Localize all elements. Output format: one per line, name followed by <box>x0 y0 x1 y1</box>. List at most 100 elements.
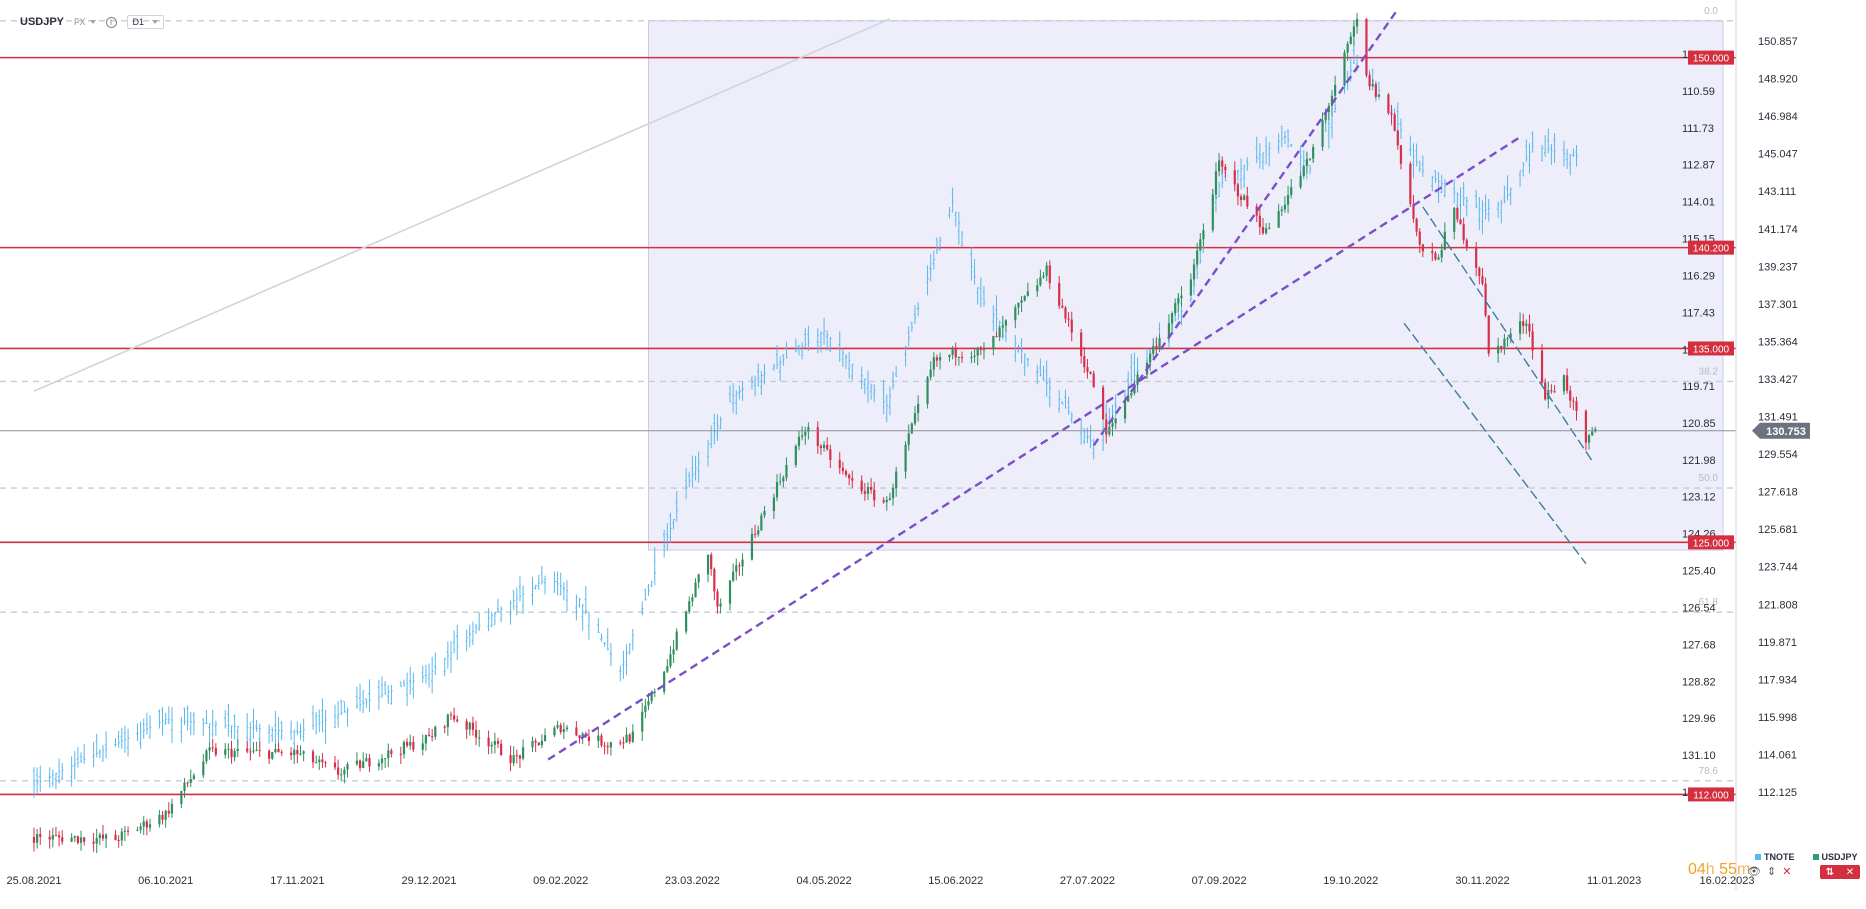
tnote-tick-label: 126.54 <box>1682 602 1716 614</box>
usdjpy-candle <box>706 554 710 575</box>
time-tick-label: 11.01.2023 <box>1587 875 1641 887</box>
price-tick-label: 121.808 <box>1758 599 1798 611</box>
usdjpy-candle <box>860 480 863 492</box>
usdjpy-candle <box>474 729 478 738</box>
usdjpy-candle <box>540 741 543 746</box>
price-tick-label: 129.554 <box>1758 449 1798 461</box>
usdjpy-candle <box>139 826 142 830</box>
usdjpy-candle <box>1377 94 1381 97</box>
usdjpy-candle <box>421 743 424 750</box>
chevron-down-icon <box>152 20 159 24</box>
usdjpy-candle <box>1531 331 1534 351</box>
usdjpy-candle <box>1061 305 1064 308</box>
usdjpy-candle <box>1396 130 1399 146</box>
usdjpy-candle <box>750 533 754 560</box>
level-tag-label: 135.000 <box>1693 344 1730 355</box>
usdjpy-candle <box>1083 356 1086 368</box>
remove-series-button[interactable]: ⇅ ✕ <box>1820 865 1860 879</box>
tnote-tick-label: 116.29 <box>1682 270 1715 282</box>
usdjpy-candle <box>838 459 841 468</box>
usdjpy-candle <box>117 840 120 842</box>
usdjpy-candle <box>982 349 986 351</box>
fib-label-38.2: 38.2 <box>1699 366 1719 377</box>
legend-item-tnote[interactable]: TNOTE <box>1755 852 1795 862</box>
sort-icon[interactable]: ⇕ <box>1766 866 1777 878</box>
info-icon[interactable]: i <box>105 16 117 28</box>
usdjpy-candle <box>1039 277 1042 286</box>
usdjpy-candle <box>409 741 412 746</box>
series-tools: 👁 ⇕ ✕ <box>1747 865 1791 878</box>
usdjpy-candle <box>603 745 606 747</box>
price-tick-label: 135.364 <box>1758 336 1798 348</box>
usdjpy-candle <box>1017 302 1020 308</box>
usdjpy-candle <box>1334 84 1337 96</box>
usdjpy-candle <box>1001 325 1004 328</box>
usdjpy-candle <box>384 758 387 760</box>
usdjpy-candle <box>355 760 359 765</box>
trendline-purple-dashed-1 <box>547 136 1521 761</box>
usdjpy-candle <box>1500 345 1503 349</box>
close-icon[interactable]: ✕ <box>1782 866 1792 878</box>
usdjpy-candle <box>271 752 274 759</box>
tnote-tick-label: 110.59 <box>1682 86 1715 98</box>
usdjpy-candle <box>1177 297 1180 304</box>
usdjpy-candle <box>1174 303 1177 314</box>
usdjpy-candle <box>829 449 832 460</box>
usdjpy-candle <box>1544 382 1547 400</box>
usdjpy-candle <box>779 481 782 483</box>
usdjpy-candle <box>51 835 54 840</box>
level-tag-label: 140.200 <box>1693 244 1730 255</box>
usdjpy-candle <box>1167 323 1171 338</box>
usdjpy-candle <box>468 722 471 730</box>
usdjpy-candle <box>512 755 515 763</box>
usdjpy-candle <box>1569 390 1572 401</box>
usdjpy-candle <box>456 719 459 722</box>
usdjpy-candle <box>202 761 205 776</box>
usdjpy-candle <box>979 348 982 350</box>
eye-icon[interactable]: 👁 <box>1747 866 1761 878</box>
usdjpy-candle <box>302 751 305 754</box>
usdjpy-candle <box>1409 163 1412 205</box>
usdjpy-candle <box>258 749 261 751</box>
usdjpy-candle <box>57 835 61 838</box>
usdjpy-candle <box>641 711 644 732</box>
usdjpy-candle <box>1465 240 1468 248</box>
chart-header: USDJPY FX i D1 <box>20 14 165 30</box>
usdjpy-candle <box>443 726 446 728</box>
usdjpy-candle <box>189 779 192 783</box>
tnote-series <box>32 40 1578 798</box>
tnote-tick-label: 114.01 <box>1682 197 1715 209</box>
last-price-label: 130.753 <box>1766 426 1806 438</box>
usdjpy-candle <box>205 750 208 762</box>
usdjpy-candle <box>891 488 895 499</box>
usdjpy-candle <box>183 782 186 791</box>
usdjpy-candle <box>1418 231 1421 245</box>
usdjpy-candle <box>1170 313 1174 324</box>
usdjpy-candle <box>487 737 490 747</box>
usdjpy-candle <box>1265 228 1268 234</box>
usdjpy-candle <box>1591 431 1594 436</box>
usdjpy-candle <box>1321 120 1324 147</box>
usdjpy-candle <box>841 467 844 472</box>
usdjpy-candle <box>1036 285 1039 292</box>
legend-item-usdjpy[interactable]: USDJPY <box>1812 852 1858 862</box>
usdjpy-candle <box>1258 215 1261 228</box>
level-tag-bg <box>1688 787 1734 802</box>
symbol-name[interactable]: USDJPY <box>20 16 65 28</box>
usdjpy-candle <box>1484 283 1487 316</box>
market-selector[interactable]: FX <box>74 17 96 27</box>
usdjpy-candle <box>578 735 581 739</box>
usdjpy-candle <box>346 764 349 770</box>
usdjpy-candle <box>559 725 562 733</box>
usdjpy-candle <box>1594 428 1597 432</box>
usdjpy-candle <box>1189 279 1192 296</box>
usdjpy-candle <box>48 836 51 840</box>
timeframe-selector[interactable]: D1 <box>126 15 165 29</box>
usdjpy-candle <box>1064 307 1067 319</box>
fib-zone-rect <box>647 20 1724 551</box>
usdjpy-candle <box>1443 231 1446 250</box>
usdjpy-candle <box>478 737 481 739</box>
usdjpy-candle <box>98 834 101 839</box>
usdjpy-candle <box>1365 18 1368 76</box>
